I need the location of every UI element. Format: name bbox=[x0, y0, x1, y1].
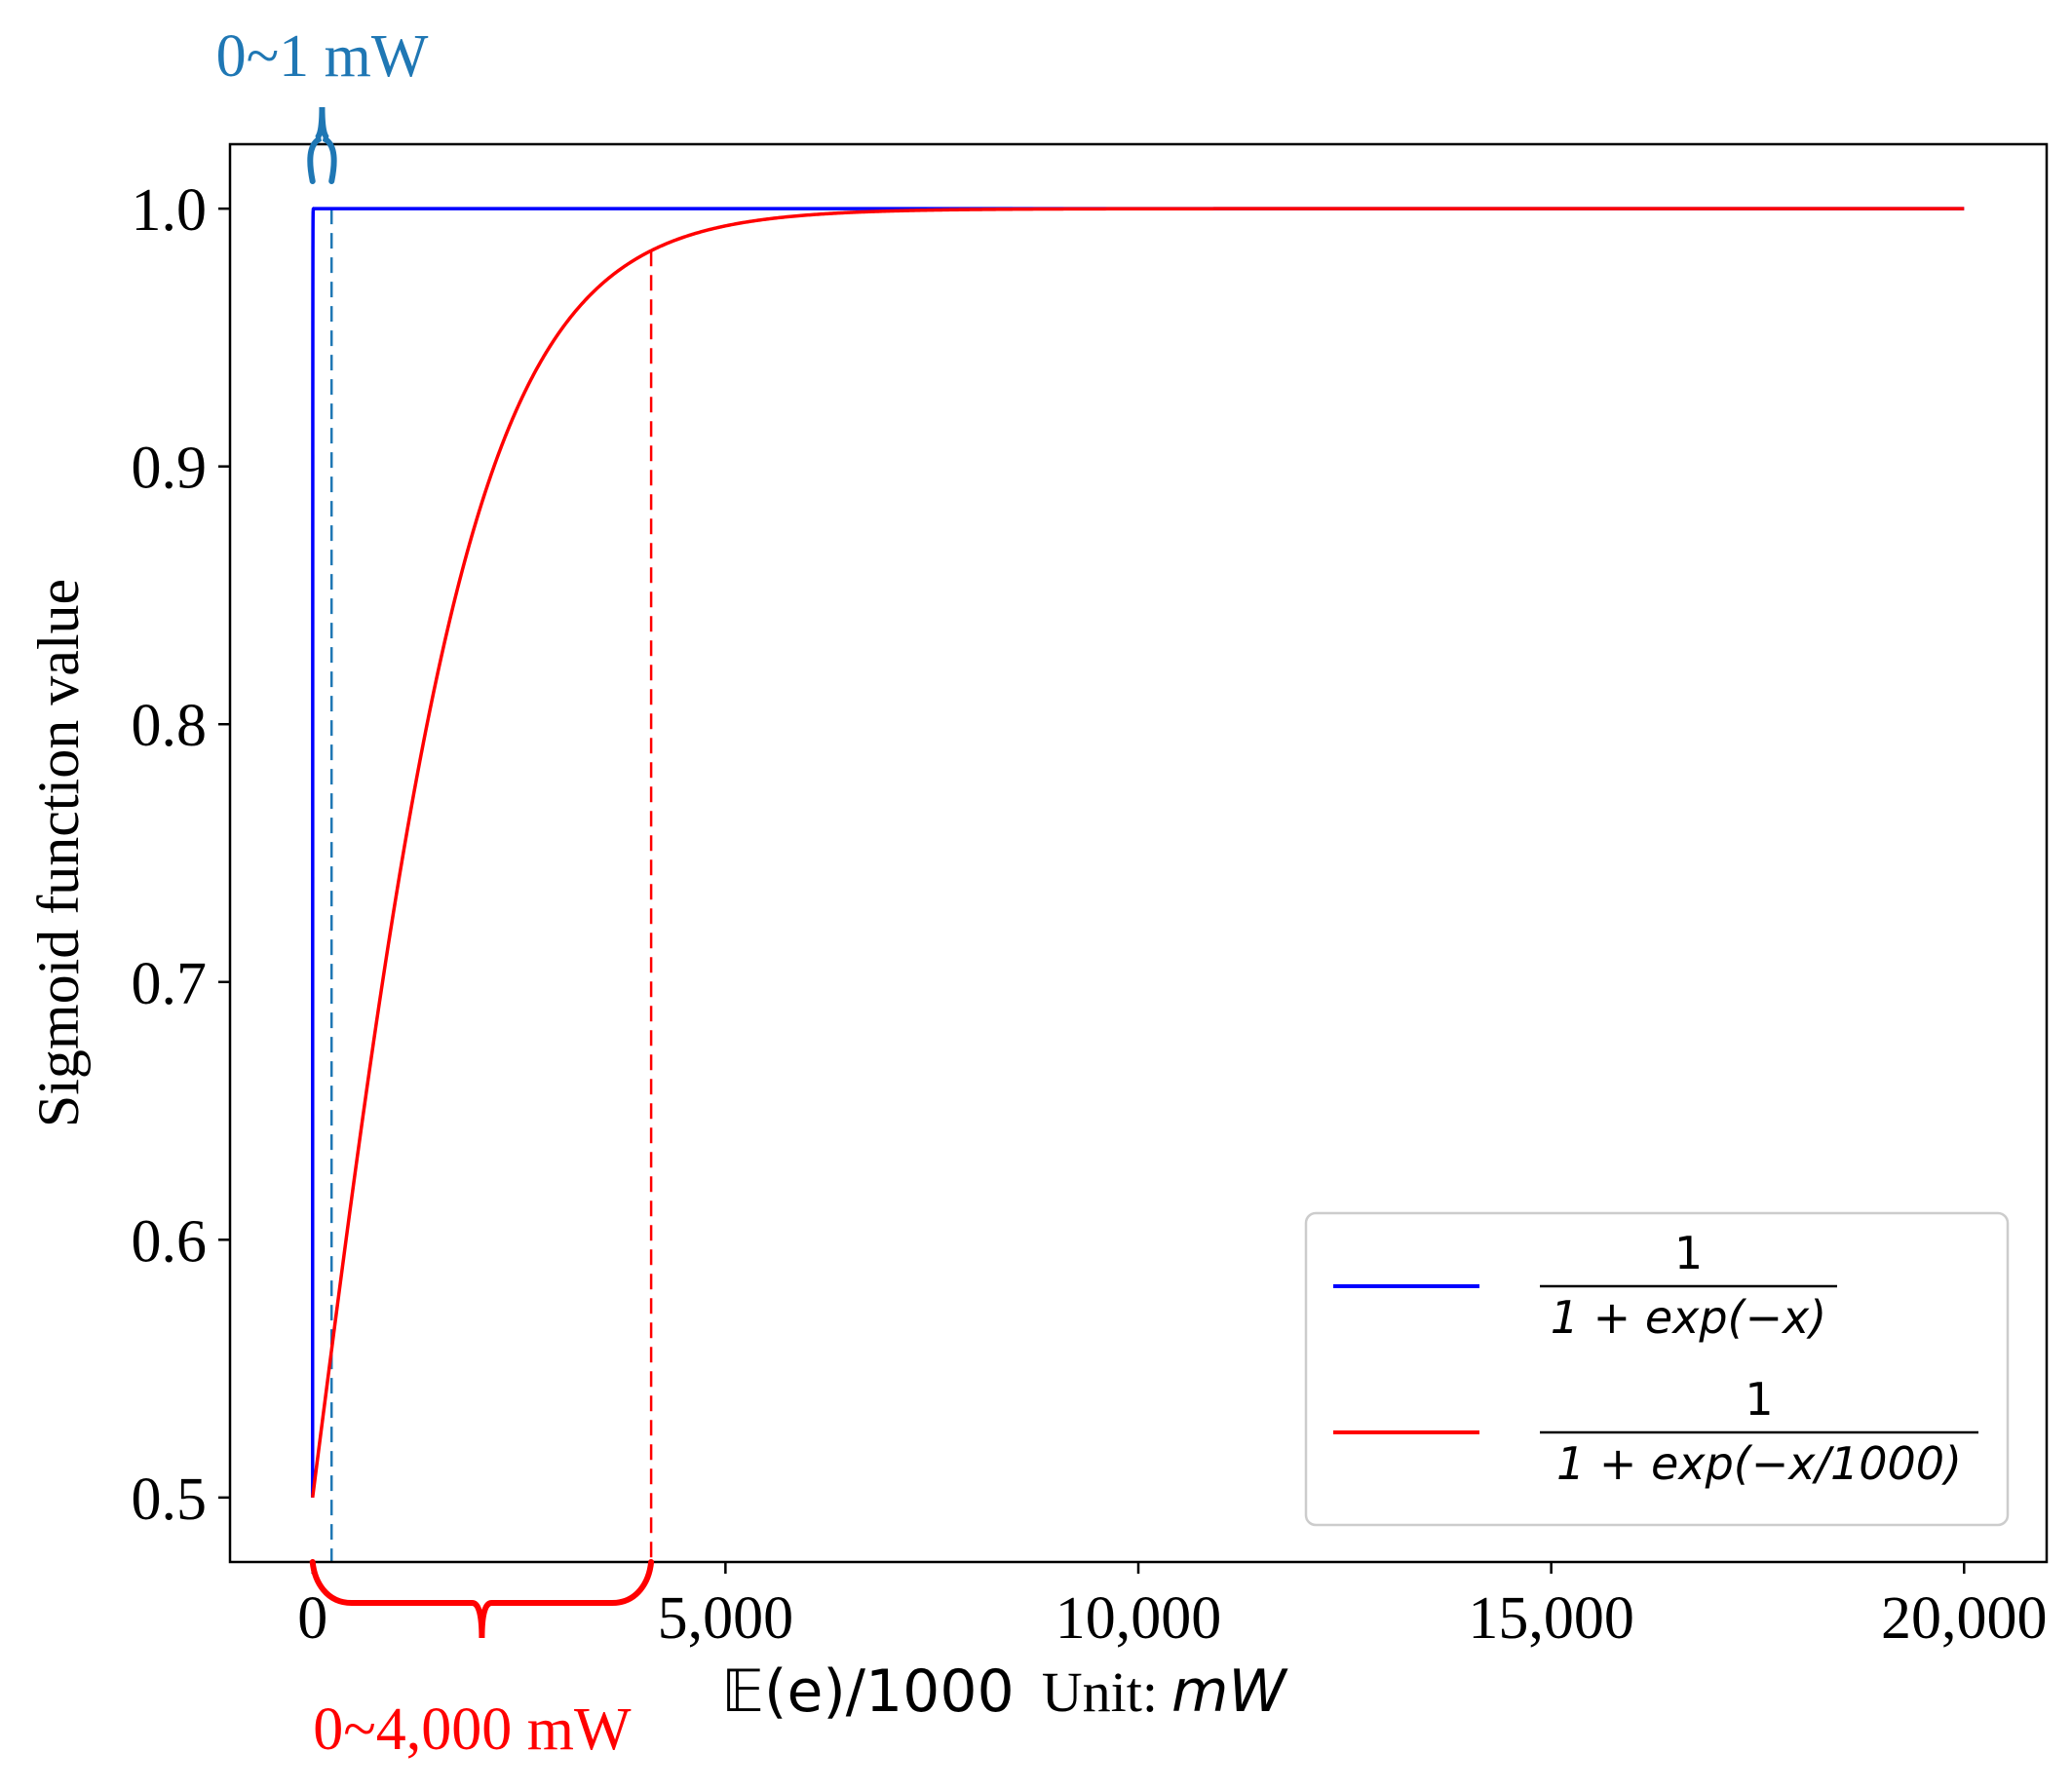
annotation-brace bbox=[309, 1559, 655, 1639]
y-tick-label: 1.0 bbox=[132, 177, 208, 244]
annotation-1: 0~1 mW bbox=[216, 23, 429, 184]
legend-denominator-2: 1 + exp(−x/1000) bbox=[1556, 1437, 1962, 1490]
legend: 1 1 + exp(−x) 1 1 + exp(−x/1000) bbox=[1304, 1211, 2010, 1527]
x-tick-label: 10,000 bbox=[1055, 1585, 1222, 1652]
y-tick-label: 0.5 bbox=[132, 1466, 208, 1533]
annotation-2: 0~4,000 mW bbox=[309, 1559, 655, 1763]
x-tick-label: 5,000 bbox=[658, 1585, 794, 1652]
series-line-2 bbox=[310, 207, 1965, 1499]
x-axis-label-math: 𝔼(e)/1000 bbox=[721, 1657, 1014, 1726]
y-tick-label: 0.9 bbox=[132, 436, 208, 502]
annotation-label: 0~4,000 mW bbox=[313, 1696, 632, 1763]
y-tick-label: 0.6 bbox=[132, 1208, 208, 1275]
annotation-brace bbox=[307, 106, 337, 184]
x-axis-label: 𝔼(e)/1000 Unit: mW bbox=[721, 1657, 1288, 1726]
y-tick-label: 0.7 bbox=[132, 951, 208, 1017]
x-axis-label-unit-prefix: Unit: bbox=[1042, 1660, 1158, 1724]
legend-denominator-1: 1 + exp(−x) bbox=[1551, 1291, 1826, 1344]
legend-numerator-1: 1 bbox=[1674, 1227, 1703, 1279]
y-tick-label: 0.8 bbox=[132, 693, 208, 759]
x-tick-label: 0 bbox=[297, 1585, 327, 1652]
x-axis-label-unit: mW bbox=[1171, 1657, 1288, 1726]
x-tick-label: 20,000 bbox=[1881, 1585, 2048, 1652]
annotation-label: 0~1 mW bbox=[216, 23, 429, 90]
x-tick-label: 15,000 bbox=[1468, 1585, 1634, 1652]
legend-box bbox=[1304, 1211, 2010, 1527]
y-axis-label: Sigmoid function value bbox=[26, 579, 91, 1127]
legend-numerator-2: 1 bbox=[1745, 1373, 1773, 1426]
